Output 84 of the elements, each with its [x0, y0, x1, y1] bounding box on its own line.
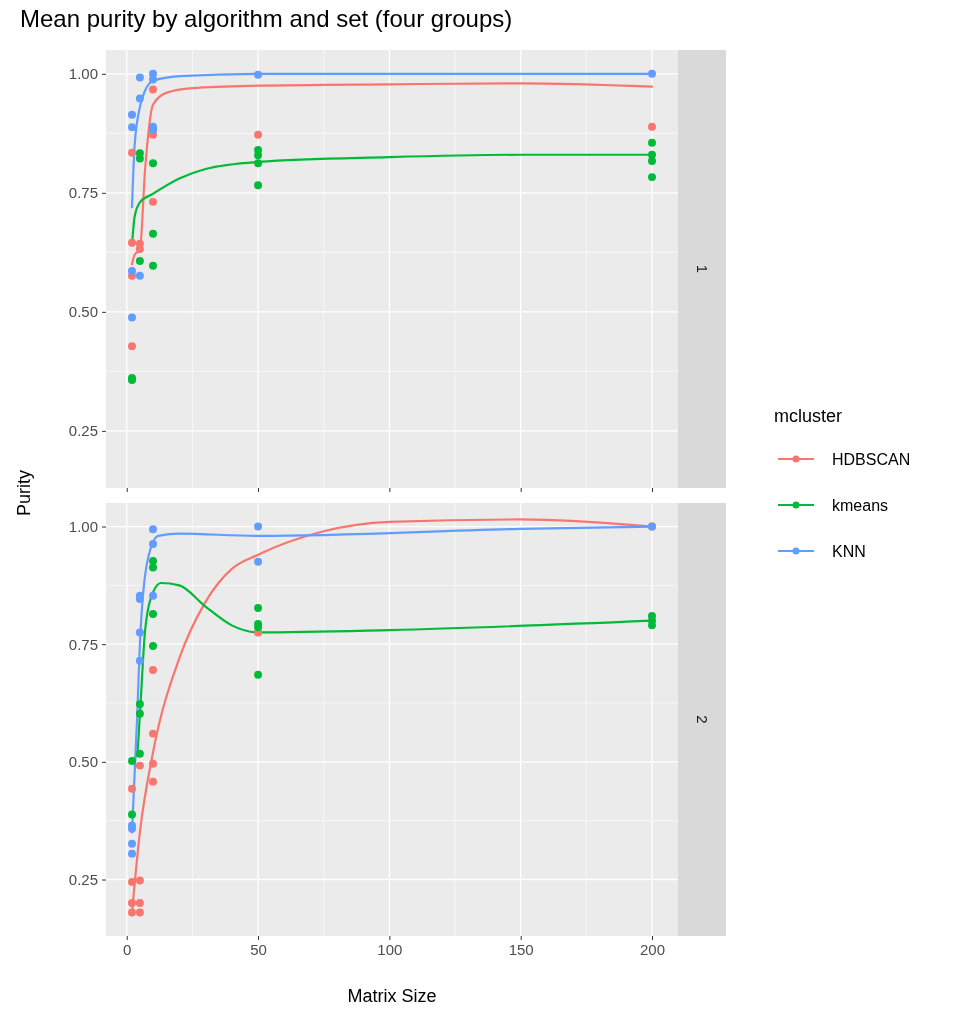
point — [135, 876, 144, 885]
y-tick-label: 0.50 — [68, 753, 98, 771]
point — [149, 539, 157, 548]
point — [135, 94, 144, 103]
y-tick-label: 0.75 — [68, 184, 98, 202]
y-axis-title: Purity — [14, 469, 34, 517]
point — [135, 73, 144, 82]
point — [135, 628, 144, 637]
point — [135, 749, 144, 758]
point — [149, 759, 157, 768]
point — [135, 699, 144, 708]
point — [128, 238, 136, 247]
point — [149, 610, 157, 619]
point — [254, 557, 263, 566]
point — [135, 256, 144, 265]
point — [648, 122, 656, 131]
point — [135, 656, 144, 665]
line-series — [130, 82, 654, 266]
point — [135, 908, 144, 917]
x-axis-title: Matrix Size — [347, 986, 437, 1006]
point — [149, 563, 157, 572]
y-tick-label: 0.50 — [68, 303, 98, 321]
point — [149, 642, 157, 651]
point — [648, 69, 656, 78]
point — [135, 154, 144, 163]
point — [149, 75, 157, 84]
point — [254, 603, 263, 612]
x-tick-label: 200 — [639, 940, 666, 958]
point — [128, 110, 136, 119]
point — [149, 197, 157, 206]
point — [128, 123, 136, 132]
point — [128, 266, 136, 275]
point — [149, 85, 157, 94]
y-tick-label: 0.25 — [68, 422, 98, 440]
point — [128, 849, 136, 858]
point — [254, 159, 263, 168]
point — [648, 621, 656, 630]
point — [135, 245, 144, 253]
text: 1 — [693, 264, 711, 274]
point — [128, 839, 136, 848]
point — [149, 556, 157, 565]
point — [254, 70, 263, 79]
point — [254, 522, 263, 531]
point — [149, 159, 157, 168]
point — [149, 591, 157, 600]
point — [128, 877, 136, 886]
point — [128, 148, 136, 157]
point — [648, 173, 656, 182]
y-tick-label: 1.00 — [68, 517, 98, 535]
point — [128, 899, 136, 908]
y-tick-label: 1.00 — [68, 65, 98, 83]
point — [149, 229, 157, 238]
point — [135, 271, 144, 280]
point — [128, 313, 136, 322]
point — [149, 525, 157, 534]
y-tick-label: 0.25 — [68, 870, 98, 888]
x-tick-label: 0 — [123, 940, 132, 958]
point — [135, 709, 144, 718]
point — [128, 342, 136, 351]
x-tick-label: 150 — [508, 940, 534, 958]
point — [254, 181, 263, 190]
legend-title: mcluster — [774, 406, 843, 426]
text: 2 — [693, 715, 711, 724]
legend-label: HDBSCAN — [832, 450, 911, 468]
y-tick-label: 0.75 — [68, 635, 98, 653]
point — [254, 670, 263, 679]
point — [149, 261, 157, 270]
point — [135, 761, 144, 770]
point — [254, 130, 263, 139]
point — [128, 756, 136, 765]
point — [128, 784, 136, 793]
point — [135, 899, 144, 908]
point — [149, 666, 157, 675]
legend-label: KNN — [832, 542, 866, 560]
point — [648, 138, 656, 147]
point — [149, 729, 157, 738]
point — [149, 777, 157, 786]
point — [128, 908, 136, 917]
x-tick-label: 50 — [250, 940, 267, 958]
x-tick-label: 100 — [377, 940, 403, 958]
chart-title: Mean purity by algorithm and set (four groups) — [20, 5, 513, 32]
point — [254, 151, 263, 160]
legend-label: kmeans — [832, 496, 889, 514]
point — [128, 810, 136, 819]
